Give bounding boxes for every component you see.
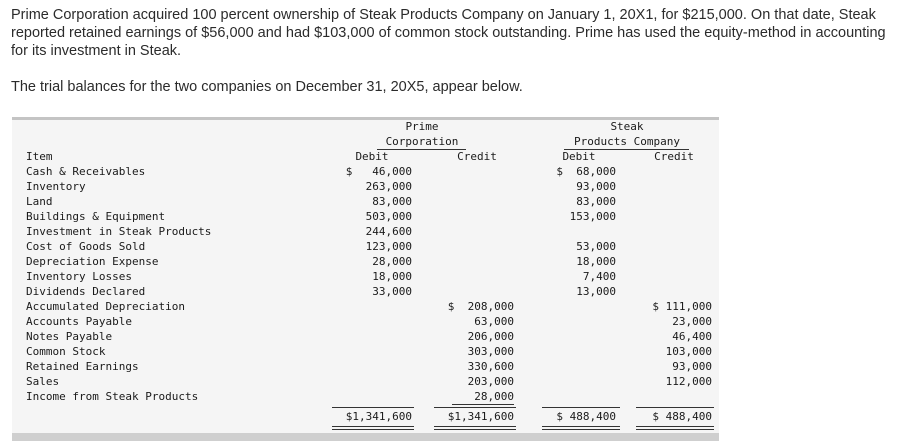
row-item-label: Dividends Declared [26, 285, 146, 298]
prime-header-line1: Prime [405, 120, 439, 133]
steak-credit-cell: 93,000 [672, 360, 712, 373]
steak-header-line1: Steak [610, 120, 644, 133]
prime-credit-cell: 63,000 [474, 315, 514, 328]
prime-credit-cell: 203,000 [467, 375, 514, 388]
table-bottom-bar [12, 433, 719, 441]
row-item-label: Retained Earnings [26, 360, 139, 373]
prime-credit-cell: $ 208,000 [447, 300, 514, 313]
row-item-label: Accumulated Depreciation [26, 300, 185, 313]
steak-debit-cell: 13,000 [576, 285, 616, 298]
steak-credit-total-rule [636, 407, 714, 408]
prime-credit-cell: 330,600 [467, 360, 514, 373]
steak-credit-total: $ 488,400 [652, 410, 712, 423]
prime-credit-double-rule [434, 426, 516, 430]
prime-credit-total: $1,341,600 [447, 410, 514, 423]
steak-debit-total-rule [542, 407, 620, 408]
prime-debit-cell: 123,000 [365, 240, 412, 253]
steak-debit-cell: $ 68,000 [556, 165, 616, 178]
prime-debit-cell: $ 46,000 [345, 165, 412, 178]
intro-paragraph: Prime Corporation acquired 100 percent o… [11, 7, 886, 59]
steak-debit-cell: 93,000 [576, 180, 616, 193]
steak-credit-cell: 112,000 [665, 375, 712, 388]
row-item-label: Buildings & Equipment [26, 210, 166, 223]
prime-debit-double-rule [332, 426, 414, 430]
row-item-label: Inventory [26, 180, 86, 193]
trial-balance-table: Prime Corporation Steak Products Company… [12, 117, 719, 438]
row-item-label: Common Stock [26, 345, 106, 358]
steak-credit-double-rule [636, 426, 714, 430]
steak-debit-cell: 153,000 [569, 210, 616, 223]
row-item-label: Cost of Goods Sold [26, 240, 146, 253]
steak-header-underline [564, 149, 689, 150]
income-row-underline [452, 404, 514, 405]
col-item-header: Item [26, 150, 53, 163]
prime-credit-total-rule [434, 407, 516, 408]
prime-credit-cell: 303,000 [467, 345, 514, 358]
steak-credit-cell: $ 111,000 [652, 300, 712, 313]
prime-credit-header: Credit [457, 150, 497, 163]
prime-debit-cell: 244,600 [365, 225, 412, 238]
row-item-label: Land [26, 195, 53, 208]
row-item-label: Depreciation Expense [26, 255, 159, 268]
steak-credit-cell: 46,400 [672, 330, 712, 343]
steak-debit-cell: 18,000 [576, 255, 616, 268]
prime-debit-cell: 503,000 [365, 210, 412, 223]
row-item-label: Income from Steak Products [26, 390, 199, 403]
prime-debit-total: $1,341,600 [345, 410, 412, 423]
steak-debit-cell: 7,400 [582, 270, 616, 283]
steak-debit-header: Debit [562, 150, 596, 163]
prime-debit-header: Debit [355, 150, 389, 163]
steak-header-line2: Products Company [574, 135, 680, 148]
steak-credit-cell: 103,000 [665, 345, 712, 358]
prime-credit-cell: 206,000 [467, 330, 514, 343]
steak-debit-double-rule [542, 426, 620, 430]
prime-debit-cell: 83,000 [372, 195, 412, 208]
prime-debit-cell: 263,000 [365, 180, 412, 193]
steak-credit-header: Credit [654, 150, 694, 163]
prime-header-underline [377, 149, 466, 150]
row-item-label: Sales [26, 375, 60, 388]
steak-debit-cell: 53,000 [576, 240, 616, 253]
row-item-label: Cash & Receivables [26, 165, 146, 178]
prime-debit-cell: 18,000 [372, 270, 412, 283]
row-item-label: Accounts Payable [26, 315, 132, 328]
prime-debit-cell: 33,000 [372, 285, 412, 298]
row-item-label: Notes Payable [26, 330, 113, 343]
steak-debit-cell: 83,000 [576, 195, 616, 208]
steak-debit-total: $ 488,400 [556, 410, 616, 423]
trial-balance-sentence: The trial balances for the two companies… [11, 79, 523, 95]
row-item-label: Inventory Losses [26, 270, 132, 283]
prime-debit-cell: 28,000 [372, 255, 412, 268]
steak-credit-cell: 23,000 [672, 315, 712, 328]
row-item-label: Investment in Steak Products [26, 225, 212, 238]
prime-credit-cell: 28,000 [474, 390, 514, 403]
prime-header-line2: Corporation [385, 135, 459, 148]
prime-debit-total-rule [332, 407, 414, 408]
